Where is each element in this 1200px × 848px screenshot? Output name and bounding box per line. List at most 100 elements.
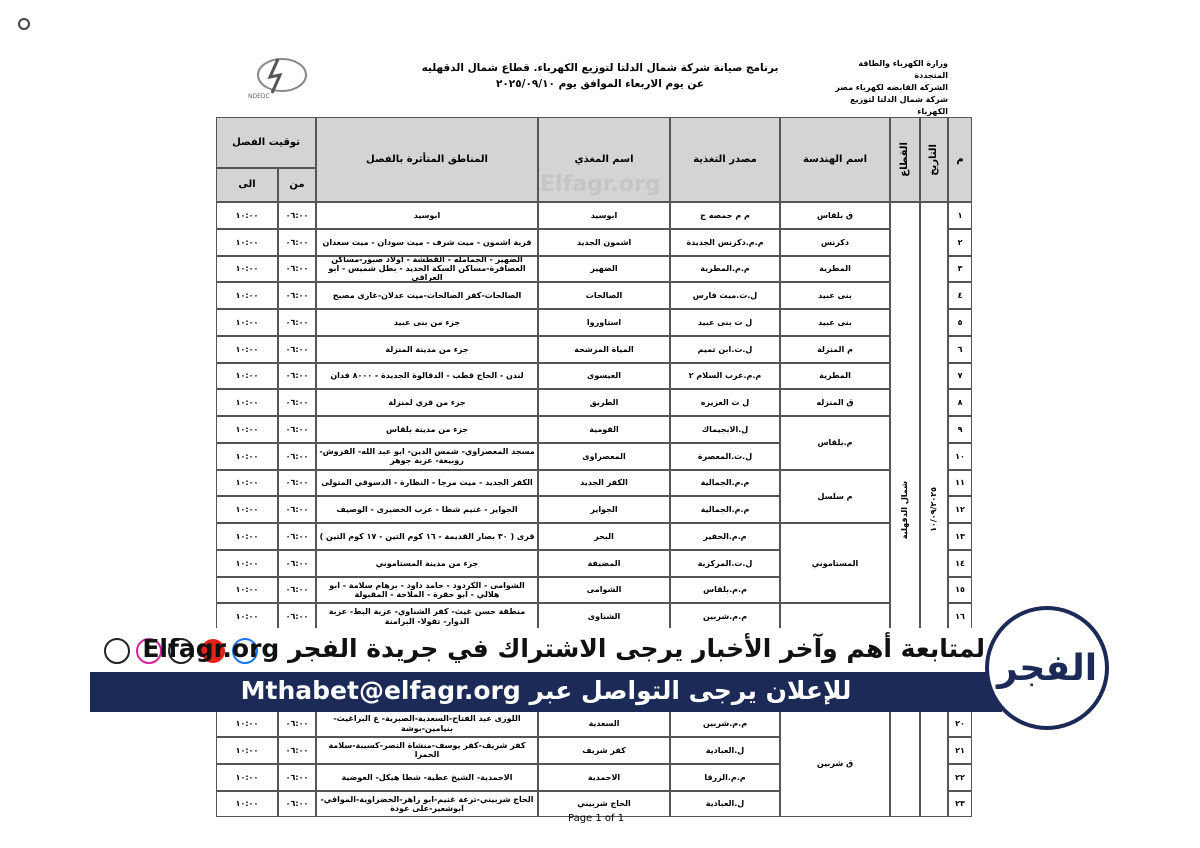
cell-no: ١٣ <box>948 523 972 550</box>
cell-no: ٤ <box>948 282 972 309</box>
cell-feeder: الضهير <box>538 255 670 283</box>
cell-source: م.م.بلقاس <box>670 576 780 604</box>
cell-no: ١٤ <box>948 549 972 577</box>
cell-from: ٠٦:٠٠ <box>278 523 316 550</box>
cell-sector-text: شمال الدقهلية <box>900 480 910 539</box>
cell-from: ٠٦:٠٠ <box>278 496 316 523</box>
cell-feeder: المياة المرشحة <box>538 335 670 363</box>
cell-source: م م جمصه ج <box>670 202 780 229</box>
header-cell: توقيت الفصل <box>216 117 316 168</box>
cell-feeder: الشوامى <box>538 576 670 604</box>
cell-feeder: كفر شريف <box>538 737 670 764</box>
cell-areas: الاحمدية- الشيخ عطية- شطا هيكل- العوضية <box>316 763 538 791</box>
cell-from: ٠٦:٠٠ <box>278 202 316 229</box>
cell-no: ٦ <box>948 335 972 363</box>
cell-from: ٠٦:٠٠ <box>278 790 316 818</box>
cell-engineering: م المنزلة <box>780 335 890 363</box>
cell-no: ١ <box>948 202 972 229</box>
cell-feeder: اشمون الجديد <box>538 228 670 256</box>
cell-date: ١٠/٠٩/٢٠٢٥ <box>920 202 948 818</box>
cell-from: ٠٦:٠٠ <box>278 255 316 283</box>
cell-feeder: البحر <box>538 523 670 550</box>
cell-engineering: بنى عبيد <box>780 282 890 309</box>
subtitle: عن يوم الاربعاء الموافق يوم ٢٠٢٥/٠٩/١٠ <box>495 78 705 90</box>
cell-source: ل.العبادية <box>670 790 780 818</box>
cell-source: ل ت بنى عبيد <box>670 309 780 336</box>
cell-areas: مسجد المعصراوي- شمس الدين- ابو عبد الله-… <box>316 442 538 470</box>
header-cell: التاريخ <box>920 117 948 202</box>
cell-from: ٠٦:٠٠ <box>278 389 316 416</box>
cell-areas: اللوزى عبد الفتاح-السعدية-الصبرية- ع الب… <box>316 710 538 737</box>
cell-no: ١٥ <box>948 576 972 604</box>
cell-source: ل.ت.المعصرة <box>670 442 780 470</box>
cell-feeder: العيسوى <box>538 362 670 390</box>
cell-feeder: الطريق <box>538 389 670 416</box>
cell-source: ل.ت.ابن تميم <box>670 335 780 363</box>
cell-areas: الضهير - الجمامله - القطشة - اولاد صبور-… <box>316 255 538 283</box>
cell-from: ٠٦:٠٠ <box>278 362 316 390</box>
cell-areas: لندن - الحاج قطب - الدقالوة الجديدة - ٨٠… <box>316 362 538 390</box>
header-cell: الى <box>216 168 278 202</box>
cell-engineering: المطرية <box>780 255 890 283</box>
cell-to: ١٠:٠٠ <box>216 790 278 818</box>
header-cell: مصدر التغذية <box>670 117 780 202</box>
cell-feeder: الجواير <box>538 496 670 523</box>
cell-to: ١٠:٠٠ <box>216 416 278 443</box>
cell-from: ٠٦:٠٠ <box>278 576 316 604</box>
cell-source: م.م.شربين <box>670 710 780 737</box>
cell-areas: قرى ( ٣٠ بصار القديمة - ١٦ كوم التين - ١… <box>316 523 538 550</box>
cell-engineering: م سلسل <box>780 469 890 523</box>
cell-feeder: استاوروا <box>538 309 670 336</box>
cell-to: ١٠:٠٠ <box>216 763 278 791</box>
cell-to: ١٠:٠٠ <box>216 549 278 577</box>
cell-to: ١٠:٠٠ <box>216 202 278 229</box>
header-cell: القطاع <box>890 117 920 202</box>
cell-no: ٢ <box>948 228 972 256</box>
cell-no: ٧ <box>948 362 972 390</box>
cell-to: ١٠:٠٠ <box>216 603 278 630</box>
cell-feeder: الشناوى <box>538 603 670 630</box>
cell-engineering: ق شربين <box>780 710 890 818</box>
cell-feeder: السعدية <box>538 710 670 737</box>
cell-areas: جزء من مدينة المستاموني <box>316 549 538 577</box>
cell-from: ٠٦:٠٠ <box>278 710 316 737</box>
cell-from: ٠٦:٠٠ <box>278 228 316 256</box>
header-cell: المناطق المتأثرة بالفصل <box>316 117 538 202</box>
cell-to: ١٠:٠٠ <box>216 228 278 256</box>
cell-sector: شمال الدقهلية <box>890 202 920 818</box>
cell-source: م.م.الجمالية <box>670 496 780 523</box>
cell-to: ١٠:٠٠ <box>216 255 278 283</box>
social-icons <box>104 638 258 664</box>
cell-source: ل.الابجيماك <box>670 416 780 443</box>
cell-no: ١٠ <box>948 442 972 470</box>
cell-areas: الشوامى - الكردود - حامد داود - برهام سل… <box>316 576 538 604</box>
cell-engineering: م.بلقاس <box>780 416 890 470</box>
cell-from: ٠٦:٠٠ <box>278 282 316 309</box>
cell-from: ٠٦:٠٠ <box>278 763 316 791</box>
cell-to: ١٠:٠٠ <box>216 335 278 363</box>
cell-areas: جزء من قري لمنزلة <box>316 389 538 416</box>
cell-no: ١٢ <box>948 496 972 523</box>
cell-feeder: ابوسيد <box>538 202 670 229</box>
cell-to: ١٠:٠٠ <box>216 496 278 523</box>
banner-top: لمتابعة أهم وآخر الأخبار يرجى الاشتراك ف… <box>95 628 995 674</box>
header-cell: اسم الهندسة <box>780 117 890 202</box>
cell-to: ١٠:٠٠ <box>216 362 278 390</box>
cell-from: ٠٦:٠٠ <box>278 469 316 497</box>
cell-source: م.م.المطرية <box>670 255 780 283</box>
cell-source: ل ت العزيزه <box>670 389 780 416</box>
cell-no: ٢٢ <box>948 763 972 791</box>
cell-areas: جزء من مدينة بلقاس <box>316 416 538 443</box>
cell-from: ٠٦:٠٠ <box>278 335 316 363</box>
cell-to: ١٠:٠٠ <box>216 282 278 309</box>
cell-to: ١٠:٠٠ <box>216 309 278 336</box>
cell-from: ٠٦:٠٠ <box>278 549 316 577</box>
cell-feeder: الكفر الجديد <box>538 469 670 497</box>
ministry-line: شركة شمال الدلتا لتوزيع الكهرباء <box>850 95 948 116</box>
corner-icon <box>18 18 30 30</box>
cell-source: م.م.الجمالية <box>670 469 780 497</box>
header-cell-text: التاريخ <box>928 143 940 176</box>
cell-to: ١٠:٠٠ <box>216 710 278 737</box>
cell-engineering: دكرنس <box>780 228 890 256</box>
logo-graphic <box>257 58 307 94</box>
